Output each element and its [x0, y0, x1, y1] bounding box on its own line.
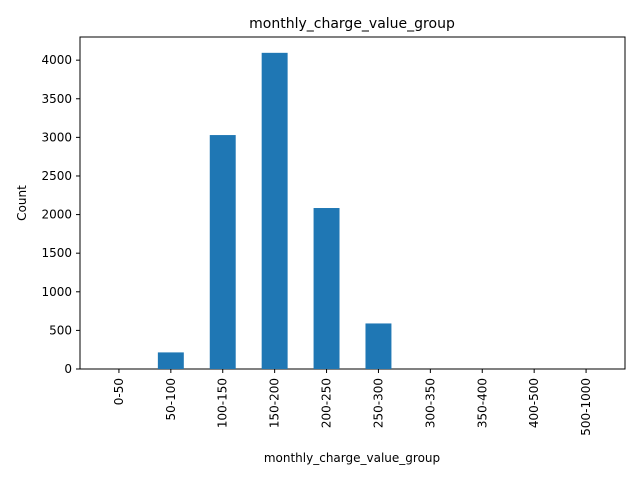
plot-area-frame [79, 36, 626, 370]
x-tick-label: 200-250 [320, 378, 334, 428]
y-tick-label: 1500 [41, 246, 72, 260]
x-tick-label: 300-350 [423, 378, 437, 428]
y-tick-label: 2000 [41, 208, 72, 222]
bars-group [157, 52, 392, 369]
x-axis-title: monthly_charge_value_group [264, 451, 440, 465]
y-tick-label: 500 [49, 323, 72, 337]
y-tick-label: 2500 [41, 169, 72, 183]
x-tick-label: 400-500 [527, 378, 541, 428]
x-tick-label: 500-1000 [579, 378, 593, 436]
y-axis-title: Count [15, 185, 29, 221]
x-tick-label: 100-150 [216, 378, 230, 428]
y-axis: 0 500 1000 1500 2000 2500 3000 3500 4000 [41, 53, 80, 376]
bar-50-100 [157, 352, 184, 369]
x-axis: 0-50 50-100 100-150 150-200 200-250 250-300 30… [112, 369, 593, 436]
y-tick-label: 0 [64, 362, 72, 376]
y-tick-label: 3500 [41, 92, 72, 106]
y-tick-label: 3000 [41, 130, 72, 144]
y-tick-label: 1000 [41, 285, 72, 299]
x-tick-label: 0-50 [112, 378, 126, 405]
x-tick-label: 150-200 [268, 378, 282, 428]
x-tick-label: 250-300 [371, 378, 385, 428]
x-tick-label: 50-100 [164, 378, 178, 421]
bar-100-150 [209, 135, 236, 369]
bar-150-200 [261, 52, 288, 369]
chart-title: monthly_charge_value_group [249, 16, 455, 32]
bar-250-300 [365, 323, 392, 369]
x-tick-label: 350-400 [475, 378, 489, 428]
y-tick-label: 4000 [41, 53, 72, 67]
bar-200-250 [313, 208, 340, 369]
